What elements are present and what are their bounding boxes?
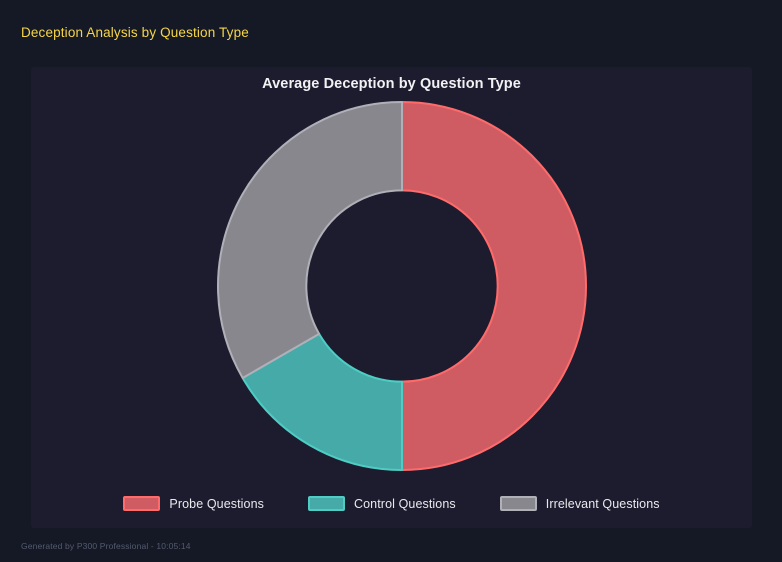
legend-item-probe[interactable]: Probe Questions [123, 496, 264, 511]
legend-swatch-control [308, 496, 345, 511]
donut-segment-irrelevant-questions[interactable] [217, 101, 403, 379]
legend-swatch-irrelevant [499, 496, 537, 511]
footer-note: Generated by P300 Professional - 10:05:1… [21, 541, 191, 551]
chart-title: Average Deception by Question Type [262, 76, 521, 92]
legend-label-control: Control Questions [354, 496, 456, 511]
legend-label-probe: Probe Questions [169, 496, 264, 511]
legend-item-irrelevant[interactable]: Irrelevant Questions [499, 496, 660, 511]
chart-card: Average Deception by Question Type Probe… [31, 67, 752, 528]
legend-swatch-probe [123, 496, 161, 511]
donut-segment-control-questions[interactable] [241, 332, 403, 471]
legend-item-control[interactable]: Control Questions [308, 496, 456, 511]
chart-legend: Probe Questions Control Questions Irrele… [31, 496, 752, 511]
donut-chart [31, 67, 752, 487]
legend-label-irrelevant: Irrelevant Questions [545, 496, 660, 511]
page-title: Deception Analysis by Question Type [21, 25, 249, 40]
donut-chart-svg [217, 101, 587, 471]
donut-segments [217, 101, 587, 471]
donut-segment-probe-questions[interactable] [401, 101, 587, 471]
